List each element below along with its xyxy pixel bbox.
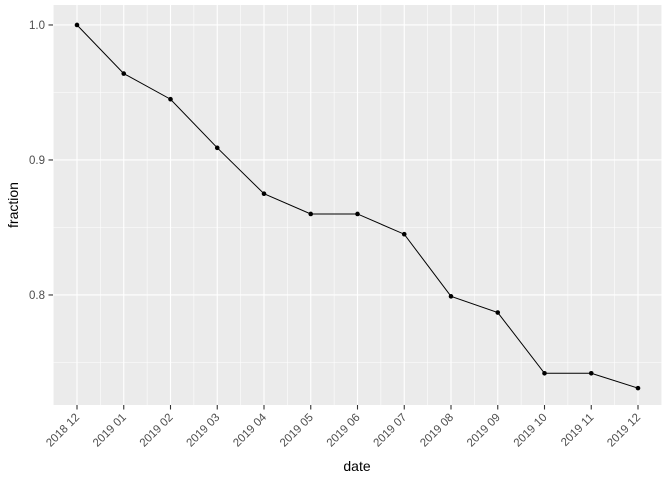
data-point: [542, 370, 547, 376]
data-point: [168, 96, 173, 102]
x-tick-label: 2018 12: [44, 412, 82, 450]
data-point: [355, 211, 360, 217]
y-tick-label: 1.0: [29, 20, 45, 32]
x-tick-label: 2019 07: [371, 412, 409, 450]
x-tick-label: 2019 02: [138, 412, 176, 450]
data-point: [448, 294, 454, 299]
data-point: [121, 71, 127, 76]
x-tick-label: 2019 09: [465, 412, 503, 450]
data-point: [588, 370, 594, 376]
x-tick-label: 2019 08: [418, 412, 456, 450]
x-tick-label: 2019 03: [184, 412, 222, 450]
x-tick-label: 2019 11: [559, 412, 596, 449]
x-tick-label: 2019 06: [325, 412, 363, 450]
x-axis-title: date: [343, 458, 371, 474]
x-tick-label: 2019 04: [231, 411, 269, 449]
y-axis-title: fraction: [5, 182, 21, 228]
data-point: [214, 145, 220, 151]
y-tick-label: 0.8: [29, 290, 45, 302]
data-point: [261, 191, 267, 197]
data-point: [308, 211, 314, 217]
x-tick-label: 2019 10: [512, 412, 550, 450]
x-tick-label: 2019 12: [605, 412, 643, 450]
data-point: [74, 22, 80, 28]
data-point: [401, 231, 407, 237]
data-point: [635, 385, 641, 391]
x-tick-label: 2019 01: [91, 412, 129, 450]
data-point: [495, 310, 501, 315]
x-tick-label: 2019 05: [278, 412, 316, 450]
y-tick-label: 0.9: [29, 155, 45, 167]
